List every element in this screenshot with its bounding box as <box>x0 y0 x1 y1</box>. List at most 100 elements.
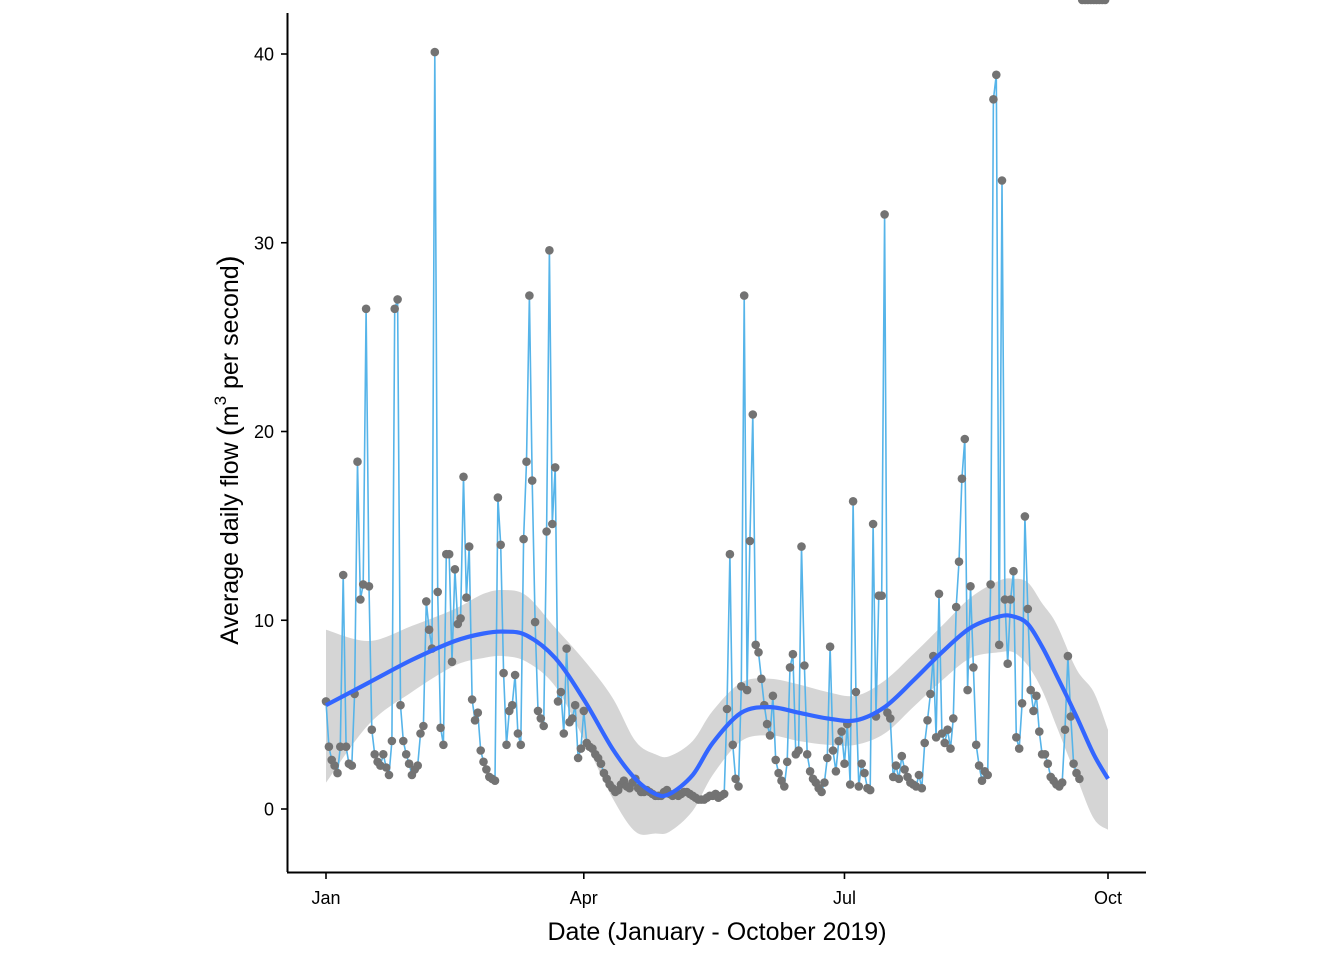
data-point <box>516 740 526 750</box>
data-point <box>828 746 838 755</box>
data-point <box>940 738 949 748</box>
data-point <box>502 740 511 750</box>
y-tick-label: 0 <box>264 800 274 820</box>
data-point <box>805 767 815 776</box>
data-point <box>430 47 440 57</box>
data-point <box>513 729 523 738</box>
data-point <box>387 736 397 746</box>
data-point <box>797 542 806 551</box>
data-point <box>785 663 795 672</box>
data-point <box>765 731 775 740</box>
data-point <box>439 740 448 750</box>
x-tick-label: Apr <box>570 888 598 908</box>
data-point <box>367 725 377 734</box>
data-point <box>1009 566 1018 576</box>
data-point <box>527 476 537 485</box>
data-point <box>802 750 812 759</box>
data-point <box>745 536 755 546</box>
data-point <box>401 750 411 759</box>
data-point <box>719 789 729 799</box>
data-point <box>757 674 766 684</box>
data-point <box>476 746 486 755</box>
data-point <box>780 782 789 791</box>
data-point <box>957 474 967 484</box>
data-point <box>1040 750 1050 759</box>
data-point <box>886 714 895 723</box>
data-point <box>943 725 952 734</box>
smooth-trend-line <box>325 613 1110 799</box>
data-point <box>473 708 483 717</box>
data-point <box>536 714 546 723</box>
data-point <box>1043 759 1053 768</box>
data-point <box>934 589 944 599</box>
data-point <box>1075 774 1084 784</box>
data-point <box>731 774 740 784</box>
data-point <box>880 210 889 219</box>
data-point <box>926 689 935 699</box>
data-point <box>550 463 560 472</box>
data-point <box>404 759 414 768</box>
data-point <box>507 700 517 710</box>
data-point <box>330 761 339 770</box>
data-point <box>482 765 491 774</box>
data-point <box>1026 685 1035 695</box>
data-point <box>568 714 577 723</box>
data-point <box>1069 759 1078 768</box>
data-point <box>1063 651 1073 661</box>
data-point <box>951 602 961 612</box>
y-tick-label: 20 <box>254 422 274 442</box>
y-axis-title: Average daily flow (m3 per second) <box>211 255 245 644</box>
data-point <box>954 557 964 566</box>
data-point <box>854 782 864 791</box>
data-point <box>1012 733 1021 742</box>
data-point <box>851 687 861 697</box>
x-axis-title: Date (January - October 2019) <box>547 918 886 946</box>
data-point <box>539 721 548 731</box>
data-point <box>1014 744 1024 753</box>
data-point <box>989 95 998 104</box>
data-point <box>820 778 829 787</box>
data-point <box>949 714 958 723</box>
data-point <box>917 783 927 793</box>
data-point <box>436 723 445 733</box>
data-point <box>559 729 569 738</box>
data-point <box>728 740 738 750</box>
data-point <box>396 700 405 710</box>
data-point <box>860 768 869 778</box>
data-point <box>865 785 875 795</box>
data-point <box>754 648 763 657</box>
data-point <box>456 614 465 623</box>
data-point <box>1100 0 1110 5</box>
data-point <box>771 755 780 765</box>
data-point <box>762 719 772 729</box>
data-point <box>490 776 500 785</box>
data-point <box>519 534 528 544</box>
data-point <box>840 759 849 768</box>
x-tick-label: Oct <box>1094 888 1122 908</box>
data-point <box>900 765 909 774</box>
data-point <box>914 770 924 780</box>
data-point <box>579 706 589 716</box>
data-point <box>444 549 454 559</box>
data-point <box>848 497 858 506</box>
data-point <box>748 410 758 419</box>
data-point <box>470 716 480 725</box>
data-point <box>333 768 342 778</box>
data-point <box>450 565 460 574</box>
data-point <box>1066 712 1076 721</box>
data-point <box>837 727 846 736</box>
data-point <box>390 304 400 314</box>
y-axis-title-open-paren: ( <box>212 426 245 436</box>
data-point <box>496 540 506 550</box>
data-point <box>361 304 371 314</box>
data-point <box>897 751 907 761</box>
data-point <box>994 640 1004 650</box>
data-point <box>576 744 586 753</box>
data-point <box>370 750 380 759</box>
data-point <box>1020 512 1030 521</box>
data-point <box>556 687 566 697</box>
x-tick-label: Jan <box>311 888 340 908</box>
flow-points <box>321 0 1110 804</box>
data-point <box>1006 595 1015 604</box>
data-point <box>997 176 1007 185</box>
